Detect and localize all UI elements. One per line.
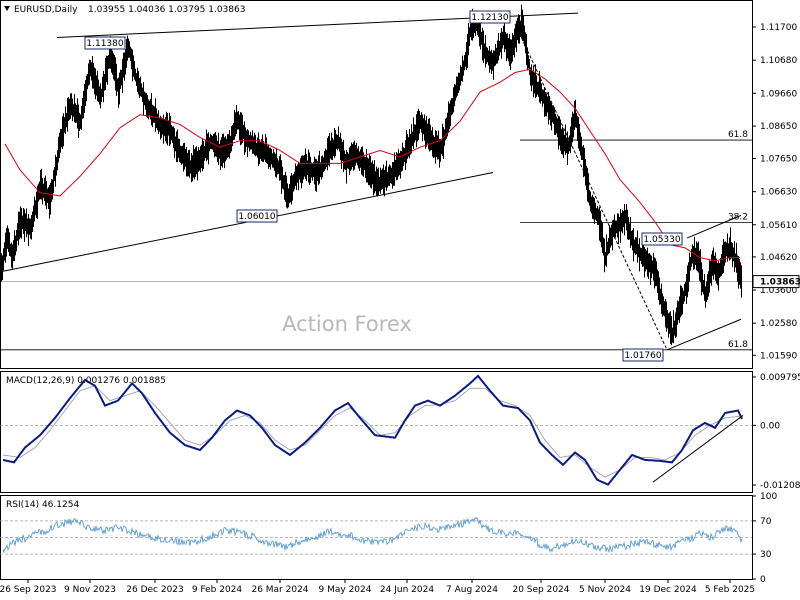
price-label: 1.06010 <box>238 212 275 222</box>
fib-label: 61.8 <box>728 130 748 140</box>
macd-title: MACD(12,26,9) 0.001276 0.001885 <box>6 376 166 386</box>
rsi-tick-label: 70 <box>760 517 772 527</box>
time-tick-label: 20 Sep 2024 <box>512 585 569 595</box>
time-tick-label: 24 Jun 2024 <box>380 585 434 595</box>
price-label-box <box>236 209 278 223</box>
price-tick-label: 1.09660 <box>760 89 797 99</box>
price-label-box <box>84 36 126 50</box>
time-tick-label: 26 Mar 2024 <box>251 585 308 595</box>
time-tick-label: 9 Feb 2024 <box>192 585 243 595</box>
price-axis: 1.11700 1.10680 1.09660 1.08650 1.07650 1.066… <box>752 23 800 361</box>
price-tick-label: 1.11700 <box>760 23 797 33</box>
price-label: 1.12130 <box>471 13 508 23</box>
trendline <box>686 214 742 239</box>
rsi-tick-label: 0 <box>760 575 766 585</box>
rsi-plot: 100 70 30 0 <box>0 492 777 585</box>
trendline <box>666 318 742 351</box>
macd-tick-label: 0.00 <box>760 421 780 431</box>
price-tick-label: 1.08650 <box>760 122 797 132</box>
time-tick-label: 9 May 2024 <box>319 585 372 595</box>
price-label-box <box>641 232 683 246</box>
price-tick-label: 1.03600 <box>760 286 797 296</box>
rsi-tick-label: 30 <box>760 550 772 560</box>
price-tick-label: 1.01590 <box>760 351 797 361</box>
time-tick-label: 5 Feb 2025 <box>705 585 755 595</box>
price-label: 1.11380 <box>86 39 123 49</box>
price-label: 1.01760 <box>624 351 661 361</box>
price-label-box <box>469 10 511 24</box>
macd-line <box>2 374 743 486</box>
last-price-box <box>752 275 800 289</box>
ohlc-bars <box>0 4 742 346</box>
last-price-label: 1.03863 <box>760 278 800 288</box>
macd-trendline <box>652 415 744 483</box>
rsi-tick-label: 100 <box>760 492 777 502</box>
fib-label: 61.8 <box>728 340 748 350</box>
price-tick-label: 1.02580 <box>760 319 797 329</box>
ohlc-values: 1.03955 1.04036 1.03795 1.03863 <box>88 5 245 15</box>
moving-average-line <box>4 68 740 262</box>
rsi-title: RSI(14) 46.1254 <box>6 500 79 510</box>
time-tick-label: 26 Sep 2023 <box>0 585 57 595</box>
price-tick-label: 1.10680 <box>760 56 797 66</box>
price-tick-label: 1.06630 <box>760 188 797 198</box>
symbol-label: EURUSD,Daily <box>14 5 78 15</box>
time-tick-label: 19 Dec 2024 <box>639 585 697 595</box>
price-tick-label: 1.07650 <box>760 155 797 165</box>
time-tick-label: 9 Nov 2023 <box>64 585 116 595</box>
watermark: Action Forex <box>282 312 412 336</box>
time-tick-label: 7 Aug 2024 <box>446 585 498 595</box>
time-tick-label: 5 Nov 2024 <box>579 585 631 595</box>
price-label-box <box>622 348 664 362</box>
macd-tick-label: 0.009795 <box>760 373 800 383</box>
symbol-header: EURUSD,Daily 1.03955 1.04036 1.03795 1.0… <box>4 5 245 15</box>
rsi-line <box>2 516 743 554</box>
time-tick-label: 26 Dec 2023 <box>126 585 184 595</box>
price-tick-label: 1.05610 <box>760 221 797 231</box>
time-axis: 26 Sep 2023 9 Nov 2023 26 Dec 2023 9 Feb 20… <box>0 579 755 595</box>
price-tick-label: 1.04620 <box>760 253 797 263</box>
price-label: 1.05330 <box>643 235 680 245</box>
price-plot: 61.8 38.2 61.8 1.11380 1.12130 1.06010 1.05330… <box>0 4 752 362</box>
fib-label: 38.2 <box>728 213 748 223</box>
